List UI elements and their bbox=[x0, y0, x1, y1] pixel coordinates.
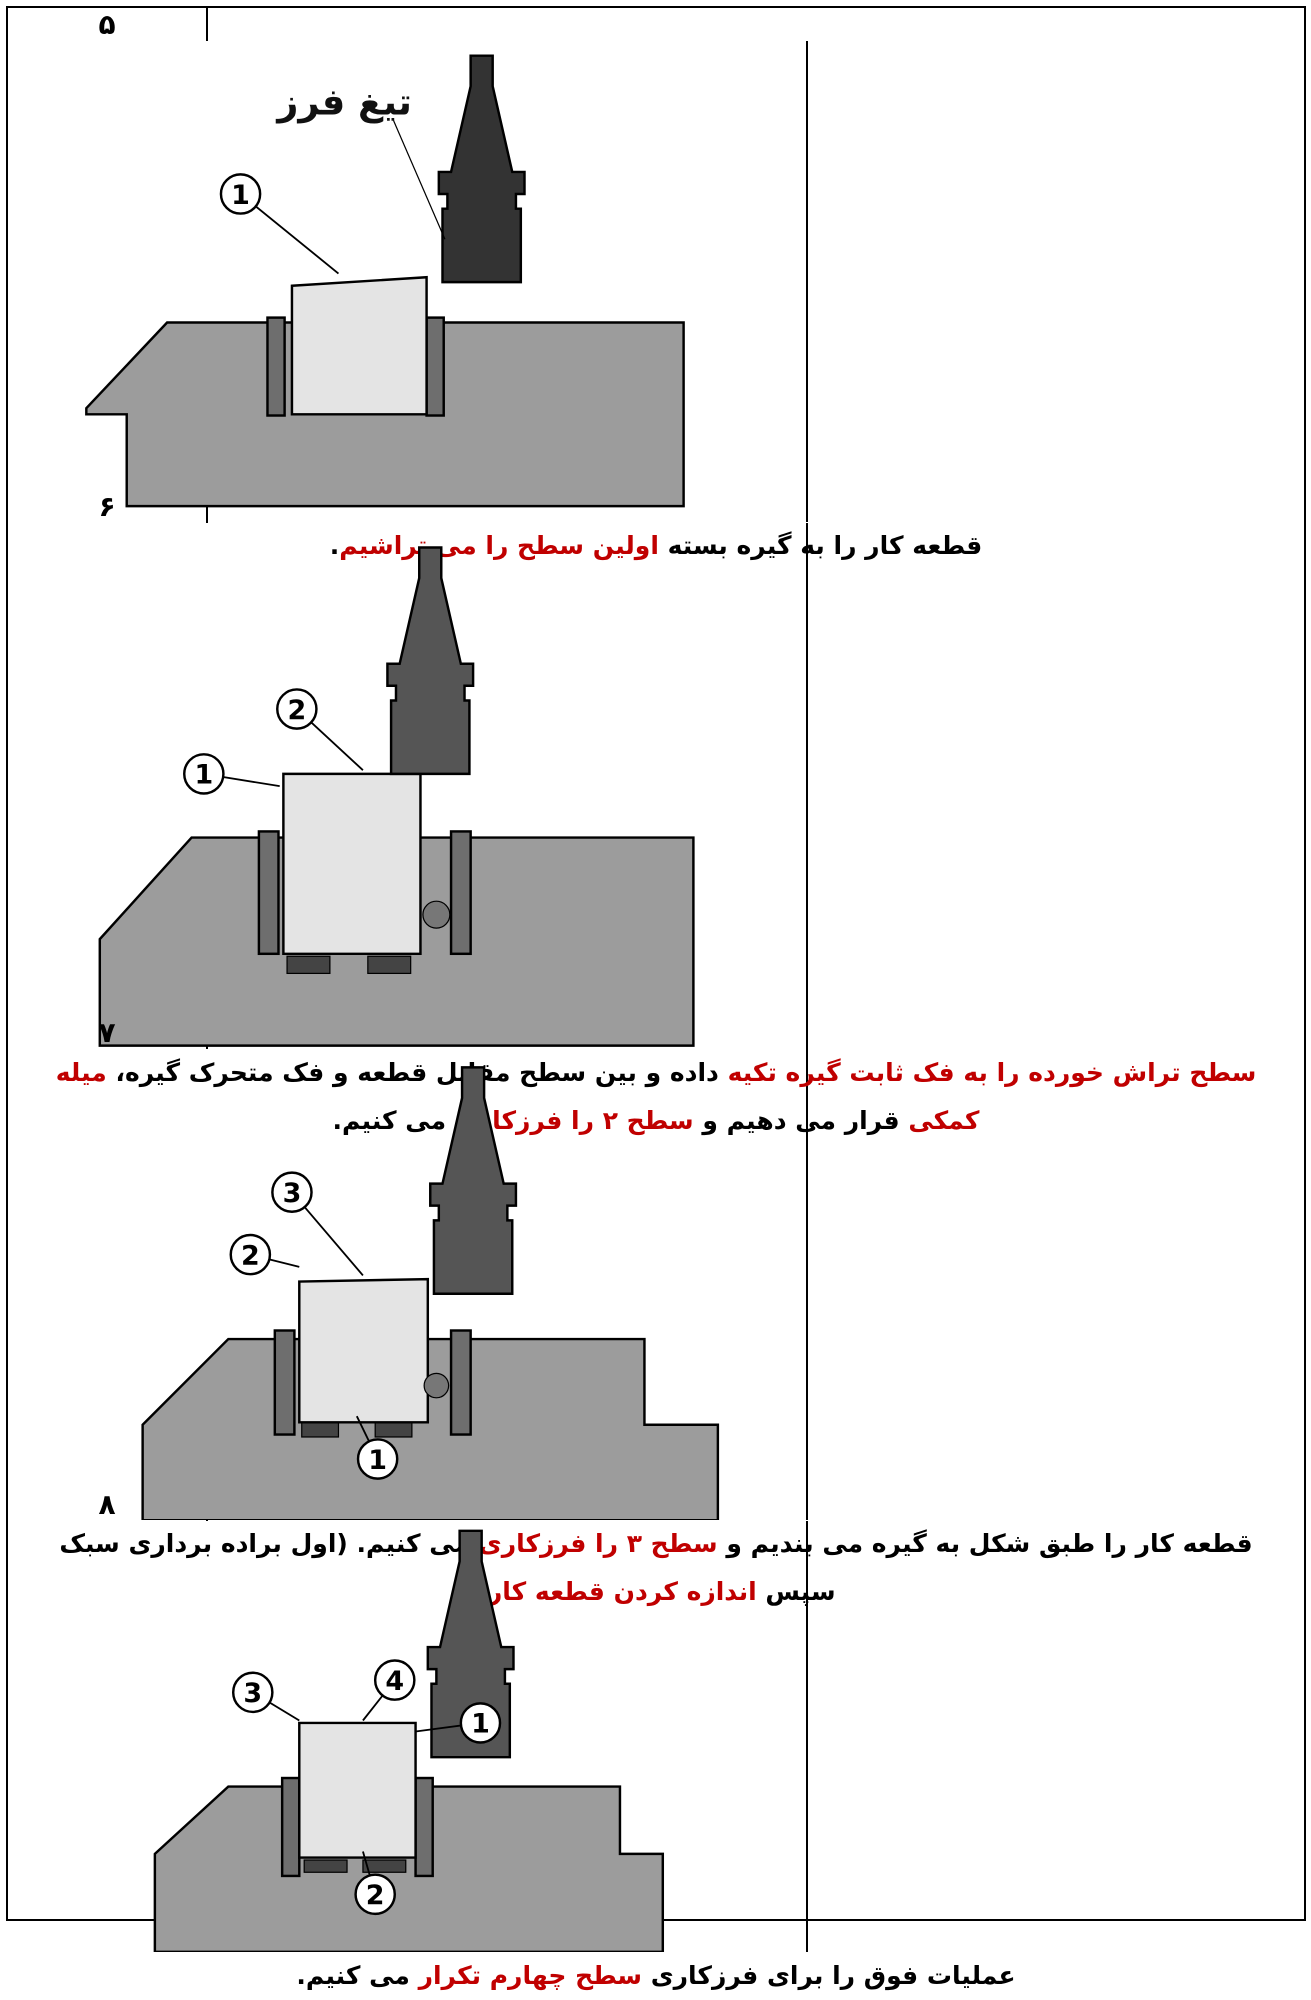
step-row: ۵ تیغ فرز 1 قطعه کار را به گیره بسته اولین … bbox=[8, 8, 1304, 560]
caption-text: قطعه کار را طبق شکل به گیره می بندیم و bbox=[717, 1529, 1253, 1559]
callout-circle bbox=[354, 1873, 396, 1916]
callout-number: 3 bbox=[243, 1678, 262, 1709]
figure-cell: 4 3 1 2 bbox=[8, 1521, 808, 1952]
workpiece bbox=[290, 275, 428, 416]
vise-jaw bbox=[449, 830, 472, 956]
steps-table: ۵ تیغ فرز 1 قطعه کار را به گیره بسته اولین … bbox=[6, 6, 1306, 1990]
vise-jaw bbox=[266, 316, 286, 417]
highlighted-text: سطح تراش خورده را به فک ثابت گیره تکیه bbox=[727, 1058, 1257, 1088]
parallel-block bbox=[286, 955, 331, 975]
callout-number: 4 bbox=[385, 1666, 404, 1697]
caption: قطعه کار را طبق شکل به گیره می بندیم و س… bbox=[22, 1520, 1290, 1616]
vise-diagram: 4 3 1 2 bbox=[153, 1529, 665, 1952]
highlighted-text: سطح ۳ را فرزکاری bbox=[478, 1529, 718, 1559]
parallel-block bbox=[301, 1421, 340, 1438]
callout-circle bbox=[183, 753, 225, 795]
caption-cell: عملیات فوق را برای فرزکاری سطح چهارم تکر… bbox=[8, 1952, 1304, 2000]
vise-jaw bbox=[280, 1776, 301, 1878]
caption-text: داده و بین سطح مقابل قطعه و فک متحرک گیر… bbox=[106, 1058, 728, 1088]
highlighted-text: اندازه کردن قطعه کار bbox=[487, 1577, 757, 1607]
vise-jaw bbox=[449, 1329, 472, 1436]
milling-tool bbox=[429, 1066, 518, 1296]
highlighted-text: سطح چهارم تکرار bbox=[418, 1960, 643, 1990]
page: ۵ تیغ فرز 1 قطعه کار را به گیره بسته اولین … bbox=[6, 6, 1306, 1990]
parallel-block bbox=[367, 955, 412, 975]
step-row: ۶ 2 1 سطح تراش خورده را به فک ثابت گیره تکی… bbox=[8, 490, 1304, 1135]
vise-jaw bbox=[414, 1776, 434, 1878]
callout-circle bbox=[356, 1438, 399, 1480]
vise-diagram: 21 bbox=[98, 546, 695, 1047]
helper-rod bbox=[422, 900, 451, 929]
milling-tool bbox=[386, 546, 475, 776]
caption-text: می کنیم. bbox=[296, 1960, 419, 1990]
tool-label: تیغ فرز bbox=[275, 80, 412, 123]
caption-cell: قطعه کار را طبق شکل به گیره می بندیم و س… bbox=[8, 1520, 1304, 1616]
callout-circle bbox=[276, 688, 318, 730]
vise-diagram: تیغ فرز 1 bbox=[85, 54, 685, 508]
callout-circle bbox=[459, 1702, 502, 1744]
callout-circle bbox=[229, 1233, 272, 1276]
parallel-block bbox=[374, 1421, 413, 1438]
vise-diagram: 32 1 bbox=[141, 1066, 720, 1521]
caption-text: عملیات فوق را برای فرزکاری bbox=[642, 1960, 1016, 1990]
step-number: ۵ bbox=[8, 8, 208, 41]
step-row: ۷321قطعه کار را طبق شکل به گیره می بندیم… bbox=[8, 1016, 1304, 1606]
callout-circle bbox=[373, 1659, 416, 1701]
vise-jaw bbox=[425, 316, 445, 417]
callout-number: 3 bbox=[283, 1178, 302, 1209]
caption-text: می کنیم. bbox=[332, 1106, 455, 1136]
highlighted-text: میله کمکی bbox=[55, 1058, 980, 1136]
caption-text: قرار می دهیم و bbox=[693, 1106, 909, 1136]
workpiece bbox=[298, 1721, 417, 1859]
callout-number: 1 bbox=[194, 760, 213, 791]
figure-cell: تیغ فرز 1 bbox=[8, 41, 808, 522]
callout-circle bbox=[271, 1171, 313, 1214]
milling-tool bbox=[437, 54, 526, 284]
workpiece bbox=[298, 1277, 430, 1424]
caption-text: می کنیم. (اول براده برداری سبک سپس bbox=[59, 1529, 836, 1607]
highlighted-text: اولین سطح را می تراشیم bbox=[339, 531, 659, 560]
callout-number: 2 bbox=[287, 695, 306, 726]
parallel-block bbox=[362, 1859, 407, 1873]
caption-cell: قطعه کار را به گیره بسته اولین سطح را می… bbox=[8, 522, 1304, 570]
workpiece bbox=[282, 772, 422, 956]
leader-line bbox=[392, 120, 446, 240]
vise-jaw bbox=[273, 1329, 296, 1436]
vise-jaw bbox=[257, 830, 280, 956]
caption: عملیات فوق را برای فرزکاری سطح چهارم تکر… bbox=[296, 1952, 1015, 2000]
leader-line bbox=[239, 193, 340, 275]
callout-number: 1 bbox=[231, 180, 250, 211]
callout-number: 1 bbox=[471, 1709, 490, 1740]
helper-rod bbox=[423, 1372, 450, 1399]
caption: قطعه کار را به گیره بسته اولین سطح را می… bbox=[330, 522, 982, 570]
milling-tool bbox=[426, 1529, 515, 1759]
callout-number: 1 bbox=[368, 1445, 387, 1476]
callout-circle bbox=[219, 173, 262, 215]
callout-number: 2 bbox=[366, 1880, 385, 1911]
vise-base bbox=[141, 1337, 720, 1521]
callout-number: 2 bbox=[241, 1240, 260, 1271]
parallel-block bbox=[303, 1859, 348, 1873]
callout-circle bbox=[231, 1671, 274, 1714]
caption-text: قطعه کار را به گیره بسته bbox=[658, 531, 983, 560]
caption-text: . bbox=[329, 531, 340, 560]
